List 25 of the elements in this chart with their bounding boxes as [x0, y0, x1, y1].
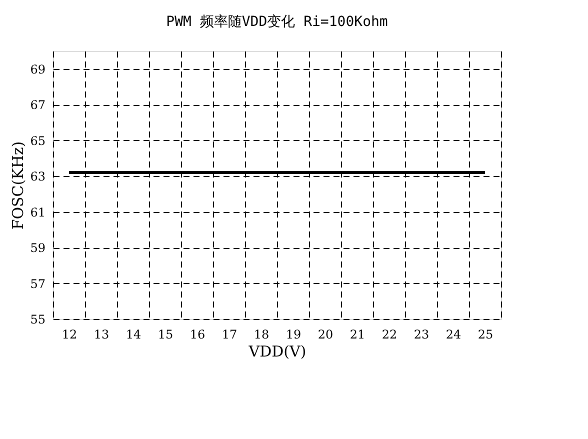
x-tick-label: 19: [286, 328, 302, 342]
x-tick-label: 20: [318, 328, 334, 342]
x-tick-label: 14: [126, 328, 142, 342]
x-tick-label: 16: [190, 328, 206, 342]
y-tick-label: 59: [30, 241, 46, 256]
x-tick-label: 25: [478, 328, 494, 342]
x-tick-label: 12: [62, 328, 78, 342]
y-tick-label: 69: [30, 62, 46, 76]
y-tick-label: 63: [30, 170, 46, 184]
x-tick-label: 21: [350, 328, 366, 342]
x-axis-title: VDD(V): [248, 342, 306, 360]
y-tick-label: 67: [30, 98, 46, 112]
y-tick-label: 57: [30, 276, 46, 291]
y-tick-label: 55: [30, 312, 46, 326]
chart-title: PWM 频率随VDD变化 Ri=100Kohm: [166, 14, 388, 30]
x-tick-label: 17: [222, 328, 238, 342]
x-tick-label: 24: [446, 328, 462, 342]
x-tick-label: 23: [414, 328, 430, 342]
y-tick-label: 65: [30, 134, 46, 148]
y-tick-label: 61: [30, 205, 46, 220]
y-axis-title: FOSC(KHz): [9, 141, 28, 230]
x-tick-label: 18: [254, 328, 270, 342]
x-tick-label: 13: [94, 328, 110, 342]
x-tick-label: 15: [158, 328, 174, 342]
x-tick-label: 22: [382, 328, 398, 342]
